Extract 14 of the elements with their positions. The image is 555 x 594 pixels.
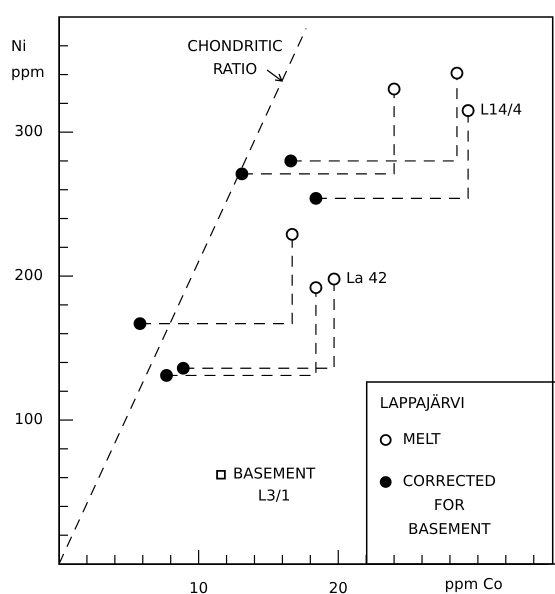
legend-label: MELT	[402, 430, 442, 448]
x-tick-label: 20	[328, 578, 348, 594]
annotation: L14/4	[480, 100, 522, 118]
y-axis-title: Ni ppm	[11, 36, 45, 81]
legend-title: LAPPAJÄRVI	[380, 394, 465, 412]
annotation: BASEMENT L3/1	[232, 464, 316, 505]
y-tick-label: 200	[14, 266, 43, 284]
y-tick-label: 300	[14, 122, 43, 140]
legend-label: CORRECTED FOR BASEMENT	[402, 472, 496, 538]
x-tick-label: 10	[189, 578, 208, 594]
x-axis-title: ppm Co	[444, 574, 503, 593]
annotation: La 42	[346, 268, 388, 287]
y-tick-label: 100	[14, 410, 43, 428]
annotation: CHONDRITIC RATIO	[187, 36, 283, 78]
